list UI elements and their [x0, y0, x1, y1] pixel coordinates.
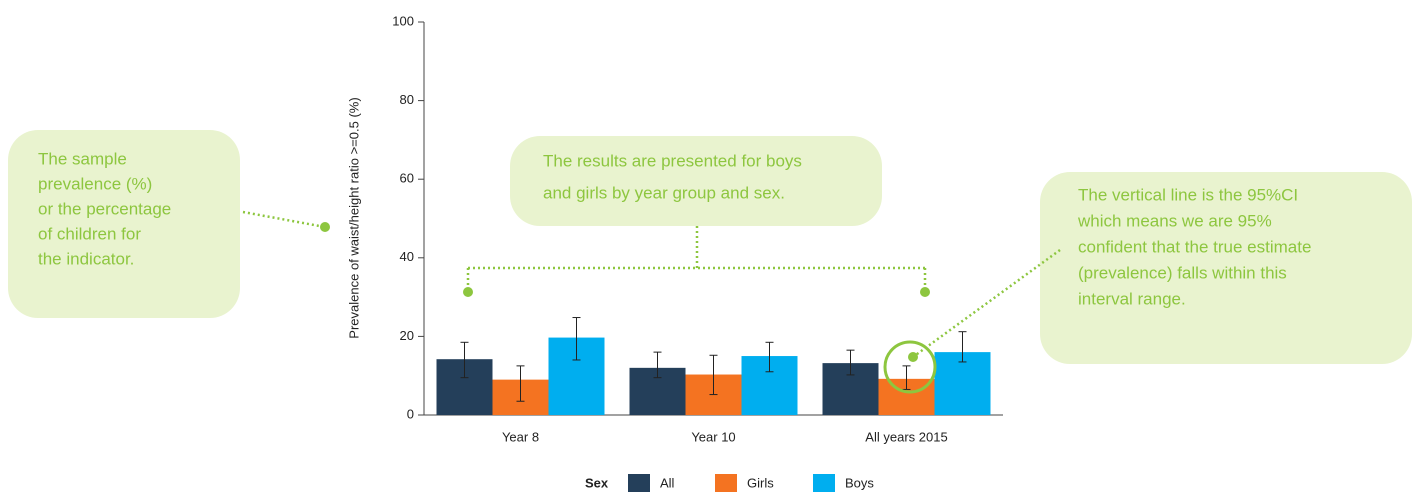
legend-swatch [813, 474, 835, 492]
annotation-text: (prevalence) falls within this [1078, 263, 1287, 282]
connector [242, 210, 326, 229]
connector [912, 248, 1061, 359]
annotation-text: confident that the true estimate [1078, 237, 1311, 256]
connector [466, 226, 927, 292]
x-tick-label: All years 2015 [865, 429, 947, 444]
annotation-text: or the percentage [38, 199, 171, 218]
annotation-text: prevalence (%) [38, 174, 152, 193]
annotation-text: The sample [38, 149, 127, 168]
x-tick-label: Year 8 [502, 429, 539, 444]
highlight-circle [883, 340, 937, 394]
annotation-text: the indicator. [38, 249, 134, 268]
y-tick-label: 20 [400, 328, 414, 343]
note-box [510, 136, 882, 226]
y-tick-label: 100 [392, 13, 414, 28]
annotation-text: The results are presented for boys [543, 151, 802, 170]
connector-dot [320, 222, 330, 232]
x-tick-label: Year 10 [691, 429, 735, 444]
annotation-text: The vertical line is the 95%CI [1078, 185, 1298, 204]
y-axis-label: Prevalence of waist/height ratio >=0.5 (… [346, 97, 361, 338]
legend-swatch [628, 474, 650, 492]
annotation-text: of children for [38, 224, 141, 243]
connector-dot [908, 352, 918, 362]
y-tick-label: 60 [400, 171, 414, 186]
legend-label: All [660, 475, 675, 490]
bar [934, 352, 991, 415]
legend-swatch [715, 474, 737, 492]
annotation-text: which means we are 95% [1077, 211, 1272, 230]
legend-title: Sex [585, 475, 609, 490]
y-tick-label: 80 [400, 92, 414, 107]
y-tick-label: 40 [400, 249, 414, 264]
connector-dot [920, 287, 930, 297]
note-box [1040, 172, 1412, 364]
legend-label: Girls [747, 475, 774, 490]
note-box [8, 130, 240, 318]
annotation-text: interval range. [1078, 289, 1186, 308]
annotation-text: and girls by year group and sex. [543, 183, 785, 202]
connector-dot [463, 287, 473, 297]
legend-label: Boys [845, 475, 874, 490]
y-tick-label: 0 [407, 406, 414, 421]
